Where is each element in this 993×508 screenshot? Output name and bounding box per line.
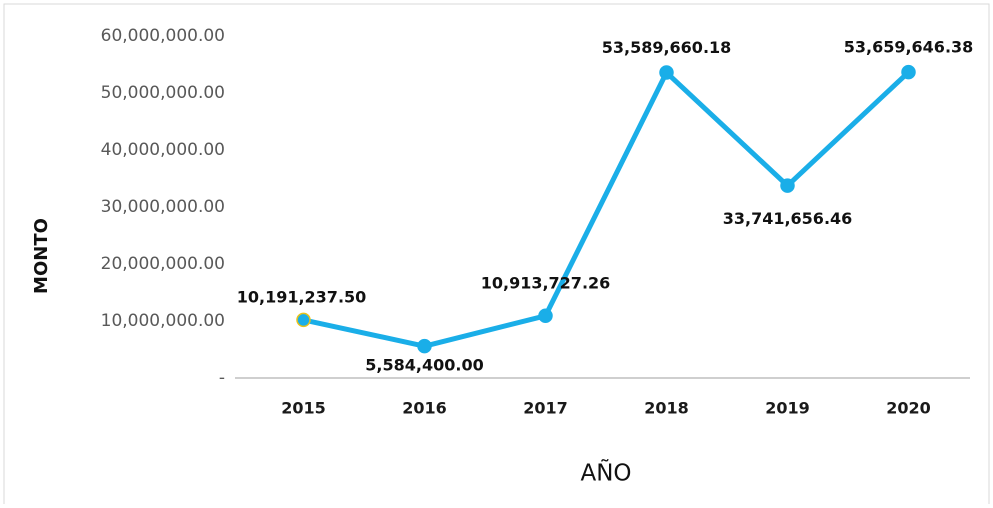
y-tick-label: 60,000,000.00 [101,26,225,46]
marker [417,338,432,354]
data-label: 10,191,237.50 [237,287,367,306]
data-label: 53,659,646.38 [844,38,974,57]
y-tick-label: 20,000,000.00 [101,254,225,274]
marker [659,65,674,80]
marker [780,178,795,193]
x-tick-label: 2019 [765,399,810,418]
data-label: 5,584,400.00 [365,356,483,375]
y-tick-label: 40,000,000.00 [101,140,225,160]
y-axis-label: MONTO [31,218,52,294]
x-axis-label: AÑO [580,459,631,487]
line [302,70,911,349]
data-label: 53,589,660.18 [602,38,732,57]
chart-frame [3,3,990,508]
data-label: 10,913,727.26 [481,273,611,292]
x-tick-label: 2015 [281,399,326,418]
marker [296,312,311,328]
y-tick-label: 10,000,000.00 [101,311,225,331]
marker [901,64,916,80]
x-tick-label: 2017 [523,399,568,418]
x-tick-label: 2016 [402,399,447,418]
y-tick-label: - [219,368,225,388]
y-tick-label: 30,000,000.00 [101,197,225,217]
data-label: 33,741,656.46 [723,209,853,228]
x-tick-label: 2018 [644,399,689,418]
x-tick-label: 2020 [886,399,931,418]
marker [538,308,553,324]
y-tick-label: 50,000,000.00 [101,83,225,103]
